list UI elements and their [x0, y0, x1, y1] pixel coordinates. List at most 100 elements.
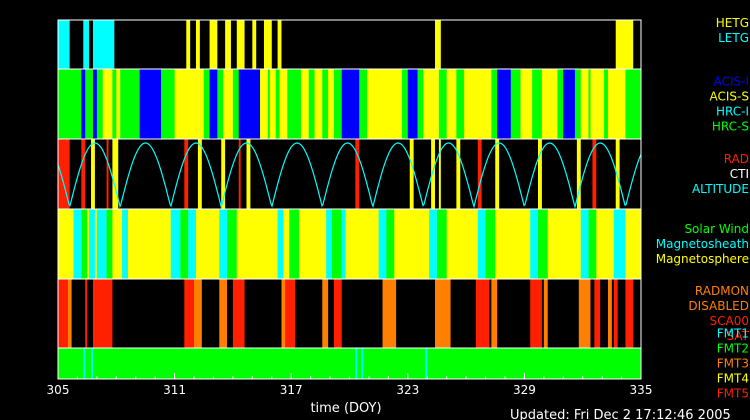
panel-4-segment-25	[580, 209, 589, 279]
panel-5-segment-22	[613, 279, 618, 348]
panel-3-segment-21	[615, 139, 620, 209]
panel-5-segment-23	[625, 279, 634, 348]
legend-fmt1: FMT1	[717, 327, 749, 341]
legend-fmt3: FMT3	[717, 357, 749, 371]
legend-magnetosphere: Magnetosphere	[656, 252, 749, 266]
legend-radmon: RADMON	[695, 284, 749, 298]
panel-1-segment-5	[195, 20, 200, 69]
x-axis-label: time (DOY)	[310, 401, 381, 416]
x-tick-label-335: 335	[630, 383, 653, 397]
panel-2-segment-28	[590, 69, 605, 139]
panel-5-background	[58, 279, 641, 348]
panel-2	[58, 68, 641, 139]
panel-4-segment-12	[277, 209, 284, 279]
panel-6-segment-5	[425, 348, 428, 379]
panel-1-segment-1	[58, 20, 70, 69]
legend-magnetosheath: Magnetosheath	[656, 237, 749, 251]
panel-2-segment-13	[279, 69, 288, 139]
panel-2-segment-7	[174, 69, 204, 139]
panel-5-segment-7	[219, 279, 228, 348]
panel-2-segment-29	[607, 69, 626, 139]
x-axis: 305 311 317 323 329 335	[47, 19, 653, 397]
panel-1-segment-11	[277, 20, 282, 69]
panel-3-segment-12	[409, 139, 414, 209]
panel-5-segment-6	[194, 279, 202, 348]
panel-2-segment-15	[314, 69, 323, 139]
panel-2-segment-3	[92, 69, 97, 139]
panel-1-segment-2	[83, 20, 90, 69]
panel-3-segment-14	[438, 139, 441, 209]
panel-2-segment-27	[580, 69, 589, 139]
panel-1-segment-8	[236, 20, 245, 69]
panel-5-segment-8	[232, 279, 245, 348]
panel-3-segment-17	[495, 139, 500, 209]
panel-4-segment-20	[436, 209, 447, 279]
panel-4-segment-11	[227, 209, 237, 279]
panel-3-segment-7	[197, 139, 202, 209]
panel-5-segment-18	[543, 279, 548, 348]
panel-4-segment-16	[341, 209, 346, 279]
panels	[57, 19, 642, 379]
panel-1-segment-9	[252, 20, 257, 69]
panel-4-segment-8	[180, 209, 189, 279]
legend-solar-wind: Solar Wind	[684, 222, 749, 236]
panel-4-segment-14	[326, 209, 333, 279]
panel-4-segment-22	[485, 209, 496, 279]
panel-3-segment-5	[112, 139, 119, 209]
panel-5-segment-9	[281, 279, 286, 348]
panel-3-segment-19	[576, 139, 581, 209]
panel-2-segment-22	[464, 69, 492, 139]
panel-2-segment-25	[541, 69, 558, 139]
legend-rad: RAD	[724, 152, 749, 166]
panel-4-segment-17	[378, 209, 387, 279]
panel-2-segment-23	[497, 69, 511, 139]
panel-3-segment-16	[477, 139, 482, 209]
panel-5-segment-17	[530, 279, 542, 348]
panel-4-segment-19	[429, 209, 437, 279]
legend-altitude: ALTITUDE	[692, 182, 749, 196]
panel-2-segment-21	[446, 69, 457, 139]
panel-1-segment-7	[225, 20, 231, 69]
panel-3-segment-1	[58, 139, 70, 209]
panel-2-segment-19	[407, 69, 418, 139]
updated-timestamp: Updated: Fri Dec 2 17:12:46 2005	[510, 408, 731, 420]
x-tick-label-329: 329	[513, 383, 536, 397]
panel-4-segment-7	[170, 209, 181, 279]
panel-3-segment-15	[456, 139, 461, 209]
legend-letg: LETG	[718, 31, 749, 45]
panel-3-background	[58, 139, 641, 209]
panel-2-segment-9	[223, 69, 233, 139]
panel-5-segment-14	[435, 279, 451, 348]
panel-6-segment-4	[361, 348, 364, 379]
panel-3-segment-2	[81, 139, 86, 209]
panel-5-segment-15	[475, 279, 490, 348]
panel-2-segment-18	[366, 69, 402, 139]
panel-2-segment-8	[209, 69, 218, 139]
panel-2-segment-20	[423, 69, 439, 139]
panel-5-segment-21	[607, 279, 612, 348]
panel-6	[58, 347, 641, 379]
panel-4-segment-27	[613, 209, 626, 279]
panel-3-segment-18	[538, 139, 542, 209]
panel-6-background	[58, 348, 641, 379]
panel-2-segment-6	[139, 69, 161, 139]
panel-3-segment-20	[592, 139, 597, 209]
panel-5-segment-2	[67, 279, 72, 348]
panel-1-segment-4	[186, 20, 191, 69]
legend-acis-s: ACIS-S	[710, 90, 749, 104]
panel-4-segment-26	[588, 209, 597, 279]
panel-2-segment-12	[269, 69, 276, 139]
panel-3-segment-6	[184, 139, 189, 209]
panel-2-segment-17	[341, 69, 360, 139]
panel-4-segment-21	[477, 209, 486, 279]
legend-disabled: DISABLED	[688, 299, 749, 313]
panel-5-segment-1	[58, 279, 68, 348]
panel-2-segment-5	[116, 69, 121, 139]
x-tick-label-311: 311	[163, 383, 186, 397]
panel-5-segment-16	[491, 279, 498, 348]
legend-acis-i: ACIS-I	[714, 75, 749, 89]
panel-5-segment-20	[594, 279, 601, 348]
legend-hetg: HETG	[716, 16, 749, 30]
panel-4-segment-2	[81, 209, 88, 279]
panel-4-segment-9	[188, 209, 196, 279]
